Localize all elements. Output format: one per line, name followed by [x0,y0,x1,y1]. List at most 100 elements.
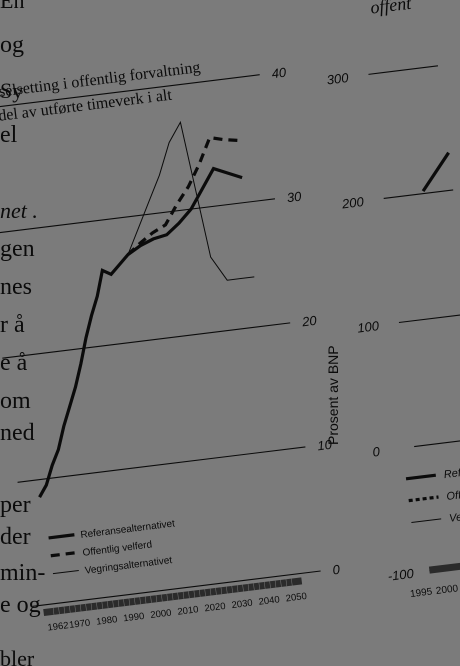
x-axis-minor-tick [85,603,87,611]
chart-right-x-axis: 1995200020 [410,558,460,600]
y-tick-label: 10 [316,437,333,454]
legend-swatch [52,569,79,575]
x-axis-minor-tick [285,579,287,587]
y-tick-label: 0 [372,444,382,460]
x-axis-minor-tick [226,586,228,594]
gridline [0,198,276,235]
left-text-fragment: gen [0,236,35,262]
x-axis-minor-tick [269,581,271,589]
x-axis-minor-tick [274,580,277,588]
x-axis-minor-tick [58,607,60,615]
chart-left-x-axis: 1962 1970 1980 1990 2000 2010 2020 2030 2040 2050 [43,577,307,634]
left-text-fragment: el [0,122,18,148]
gridline [398,313,460,324]
x-axis-tick-band [428,558,460,574]
gridline [17,446,306,483]
x-axis-minor-tick [52,607,55,615]
left-text-fragment: net . [0,198,38,223]
chart-left-gridlines [0,74,321,607]
x-tick-label: 1962 [47,620,69,633]
y-tick-label: 40 [271,64,288,81]
x-axis-minor-tick [215,587,217,595]
chart-right: offent -100 0 100 200 300 1995200020 Refer Of… [326,0,460,600]
chart-right-y-tick-labels: -100 0 100 200 300 [326,70,415,584]
x-tick-label: 2000 [435,583,459,597]
x-axis-minor-tick [101,601,103,609]
x-axis-minor-tick [139,597,141,605]
x-tick-label: 2030 [231,598,253,611]
legend-swatch [408,495,439,503]
legend-swatch [48,533,75,540]
legend-swatch [50,551,77,558]
left-text-fragment: e og [0,592,41,618]
x-axis-minor-tick [291,578,293,586]
left-text-fragment: der [0,524,31,550]
chart-right-title: offent [369,0,413,18]
legend-label: Vegrir [449,509,460,525]
chart-right-series [421,151,450,192]
x-tick-label: 2040 [258,594,280,607]
x-tick-label: 2050 [285,591,307,604]
x-axis-minor-tick [144,596,147,604]
x-axis-minor-tick [150,595,152,603]
x-axis-minor-tick [182,591,185,599]
gridline [383,189,454,199]
y-tick-label: -100 [387,566,415,584]
x-axis-minor-tick [258,582,260,590]
left-text-fragment: bler [0,646,35,666]
chart-left-series [38,120,255,498]
x-axis-minor-tick [193,590,195,598]
gridline [368,65,439,75]
chart-left-y-tick-labels: 0 10 20 30 40 [271,64,342,578]
legend-label: Referansealternativet [80,518,176,541]
chart-right-y-axis-label: Prosent av BNP [325,345,341,445]
left-text-fragment: r å [0,312,25,338]
legend-swatch [411,518,442,523]
x-tick-label: 2020 [204,601,226,614]
left-text-fragment: En [0,0,24,13]
x-axis-minor-tick [112,600,114,608]
x-tick-label: 1995 [410,586,434,600]
x-axis-minor-tick [177,592,179,600]
x-axis-minor-tick [220,587,223,595]
x-axis-minor-tick [107,601,109,609]
series-line [127,120,255,281]
x-tick-label: 1980 [96,614,118,627]
legend-label: Offentlig velferd [82,539,153,558]
left-text-fragment: e å [0,350,28,376]
left-text-fragment: min- [0,560,45,586]
left-text-fragment: ned [0,420,35,446]
x-axis-minor-tick [204,589,206,597]
y-tick-label: 100 [356,318,380,336]
x-axis-minor-tick [166,593,168,601]
x-axis-minor-tick [209,588,212,596]
y-tick-label: 300 [326,70,350,88]
x-axis-minor-tick [161,594,163,602]
left-text-fragment: om [0,388,31,414]
y-tick-label: 0 [332,562,342,578]
x-axis-minor-tick [74,605,76,613]
x-tick-label: 1970 [69,618,91,631]
x-axis-minor-tick [123,599,125,607]
left-text-fragment: nes [0,274,32,300]
gridline [2,322,291,359]
legend-label: Vegringsalternativet [84,555,173,577]
series-line [421,151,450,192]
legend-label: Refer [443,466,460,481]
left-text-fragment: og [0,32,24,58]
x-axis-minor-tick [231,585,233,593]
x-axis-minor-tick [172,593,174,601]
gridline [32,570,321,607]
x-axis-minor-tick [155,595,158,603]
x-axis-minor-tick [117,599,120,607]
x-axis-minor-tick [63,606,66,614]
x-axis-minor-tick [69,605,71,613]
chart-left: Sysselsetting i offentlig forvaltning An… [0,59,342,634]
x-axis-minor-tick [134,597,136,605]
gridline [0,74,260,111]
left-text-fragment: per [0,492,31,518]
x-axis-minor-tick [128,598,130,606]
y-tick-label: 30 [286,189,303,206]
y-tick-label: 20 [300,313,318,330]
